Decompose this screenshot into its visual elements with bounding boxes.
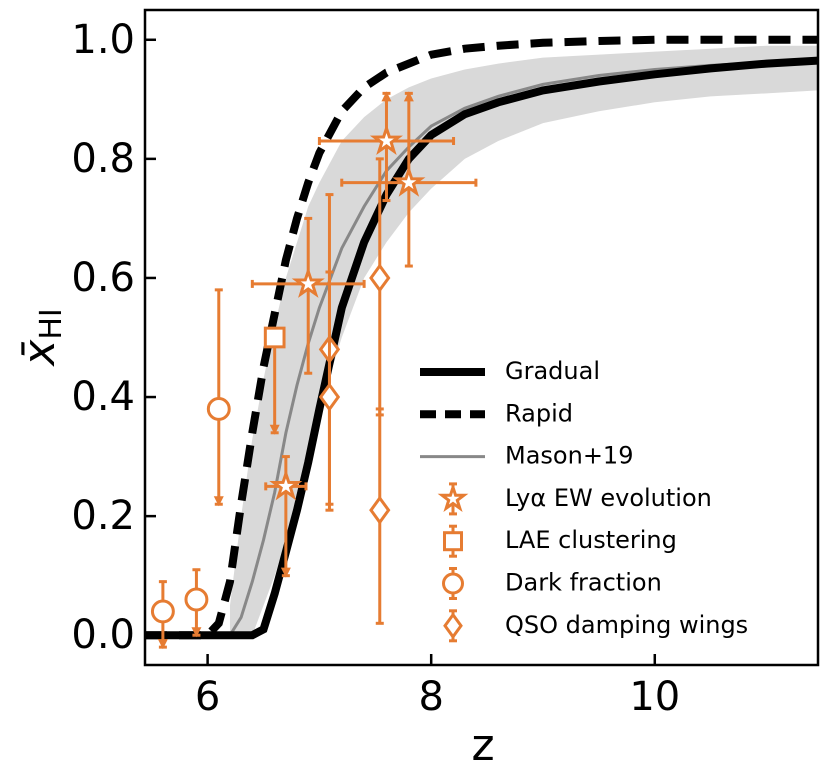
- y-tick-label: 0.4: [71, 374, 135, 420]
- legend-label: Gradual: [505, 357, 600, 385]
- y-tick-label: 0.2: [71, 493, 135, 539]
- legend-label: Rapid: [505, 399, 573, 427]
- plot-area: [145, 35, 818, 650]
- y-tick-label: 0.8: [71, 136, 135, 182]
- limit-arrow: [213, 496, 224, 507]
- marker: [442, 572, 464, 595]
- marker: [206, 397, 231, 421]
- line: [145, 56, 818, 640]
- plot-frame: [143, 8, 820, 667]
- x-tick-label: 8: [418, 674, 443, 720]
- line: [145, 35, 818, 640]
- x-tick-label: 6: [195, 674, 220, 720]
- legend-label: Dark fraction: [505, 569, 662, 597]
- legend-label: Lyα EW evolution: [505, 484, 712, 512]
- y-axis-label: x̄HI: [14, 308, 69, 367]
- legend-label: Mason+19: [505, 442, 633, 470]
- line: [228, 59, 818, 636]
- legend-label: QSO damping wings: [505, 611, 748, 639]
- marker: [263, 326, 286, 349]
- marker: [369, 495, 391, 525]
- limit-arrow: [191, 627, 202, 638]
- limit-arrow: [381, 91, 392, 102]
- limit-arrow: [157, 639, 168, 650]
- marker: [392, 165, 426, 197]
- y-tick-label: 0.6: [71, 255, 135, 301]
- marker: [318, 382, 341, 412]
- marker: [150, 599, 175, 624]
- marker: [443, 612, 463, 640]
- marker: [443, 531, 463, 552]
- y-label-sub: HI: [34, 308, 69, 339]
- confidence-band: [229, 45, 818, 636]
- legend: Gradual Rapid Mason+19 Lyα EW evolution LAE …: [420, 357, 748, 643]
- marker: [184, 587, 209, 612]
- marker: [437, 482, 469, 512]
- axes: 6 8 10 0.0 0.2 0.4 0.6 0.8 1.0: [71, 8, 820, 720]
- limit-arrow: [280, 567, 291, 578]
- y-tick-label: 1.0: [71, 17, 135, 63]
- marker: [291, 266, 325, 298]
- limit-arrow: [269, 424, 280, 435]
- limit-arrow: [403, 91, 414, 102]
- marker: [369, 123, 403, 156]
- marker: [269, 468, 303, 501]
- y-tick-label: 0.0: [71, 612, 135, 658]
- legend-label: LAE clustering: [505, 526, 677, 554]
- x-axis-label: z: [471, 720, 494, 771]
- y-label-main: x̄: [14, 339, 65, 368]
- x-tick-label: 10: [629, 674, 680, 720]
- marker: [369, 263, 391, 293]
